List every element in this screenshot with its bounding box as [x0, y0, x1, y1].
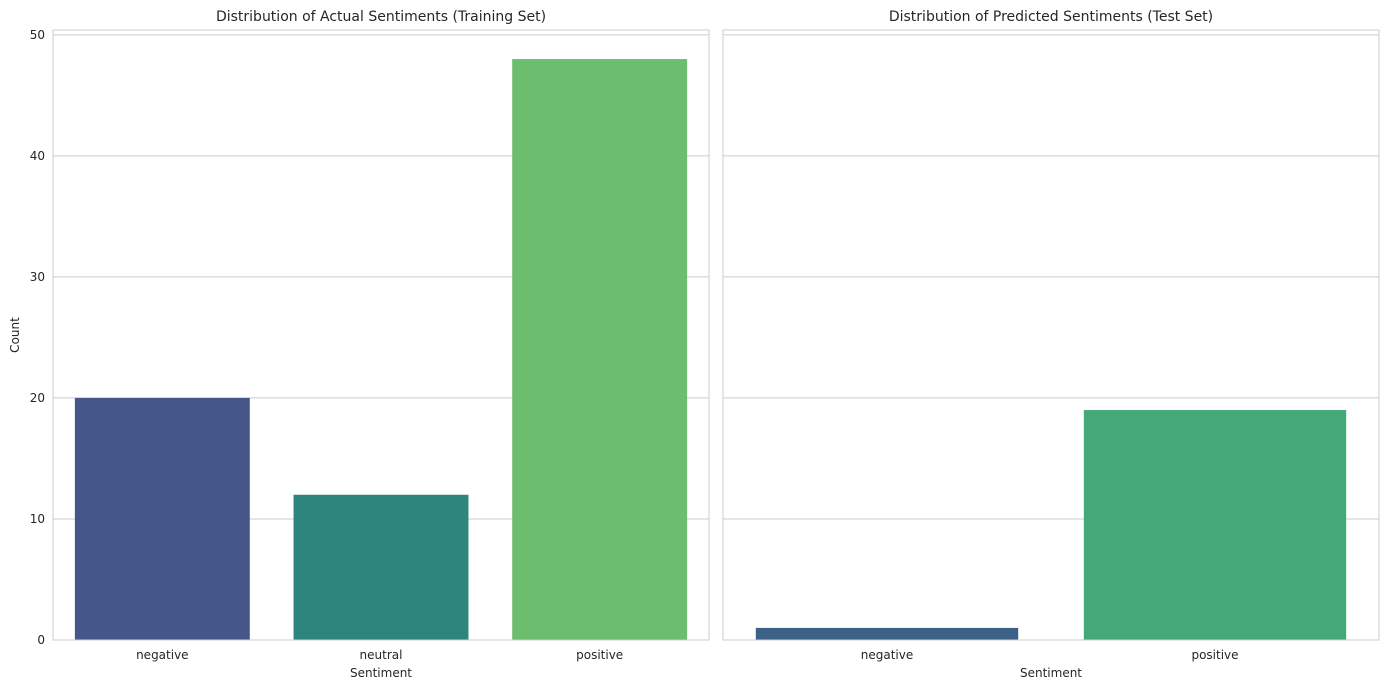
chart-title: Distribution of Actual Sentiments (Train…	[216, 9, 546, 25]
x-axis-label: Sentiment	[350, 666, 412, 680]
y-tick-label: 10	[30, 512, 45, 526]
chart-panel-1: 0 10 20 30 40 50 negative neutral positive Distri…	[8, 9, 710, 680]
bar-positive	[512, 59, 688, 641]
bar-positive	[1083, 410, 1347, 640]
x-tick-label: negative	[861, 648, 913, 662]
bar-neutral	[293, 494, 469, 640]
x-tick-label: negative	[136, 648, 188, 662]
y-tick-label: 20	[30, 391, 45, 405]
chart-title: Distribution of Predicted Sentiments (Te…	[889, 9, 1213, 25]
y-axis-label: Count	[8, 317, 22, 353]
chart-panel-2: negative positive Distribution of Predicte…	[722, 9, 1380, 680]
y-tick-label: 30	[30, 270, 45, 284]
x-tick-label: positive	[1191, 648, 1238, 662]
axes-frame	[52, 29, 710, 641]
y-tick-label: 50	[30, 28, 45, 42]
bar-negative	[74, 397, 250, 640]
bar-negative	[755, 627, 1019, 640]
x-tick-label: neutral	[360, 648, 403, 662]
x-axis-label: Sentiment	[1020, 666, 1082, 680]
axes-frame	[722, 29, 1380, 641]
x-tick-label: positive	[576, 648, 623, 662]
y-tick-label: 0	[37, 633, 45, 647]
y-tick-label: 40	[30, 149, 45, 163]
